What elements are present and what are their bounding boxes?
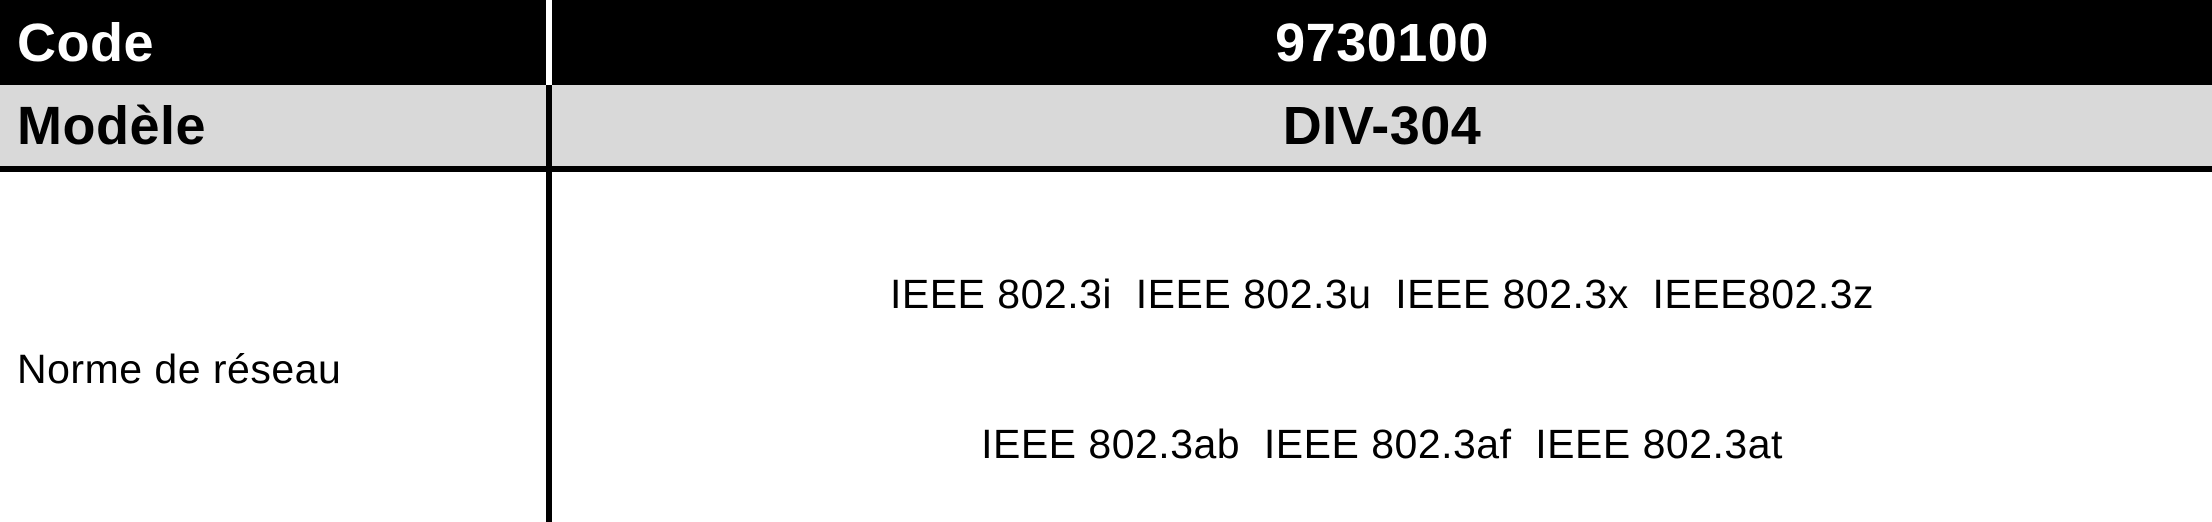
modele-value: DIV-304 <box>549 85 2212 172</box>
norme-value: IEEE 802.3i IEEE 802.3u IEEE 802.3x IEEE… <box>549 169 2212 522</box>
code-value: 9730100 <box>549 0 2212 85</box>
table-row-code: Code 9730100 <box>0 0 2212 85</box>
table-row-modele: Modèle DIV-304 <box>0 85 2212 172</box>
norme-value-line-1: IEEE 802.3i IEEE 802.3u IEEE 802.3x IEEE… <box>889 271 1875 317</box>
modele-label: Modèle <box>0 85 552 172</box>
norme-value-line-2: IEEE 802.3ab IEEE 802.3af IEEE 802.3at <box>981 421 1783 467</box>
table-row-norme: Norme de réseau IEEE 802.3i IEEE 802.3u … <box>0 169 2212 522</box>
norme-label: Norme de réseau <box>0 169 552 522</box>
code-label: Code <box>0 0 552 85</box>
